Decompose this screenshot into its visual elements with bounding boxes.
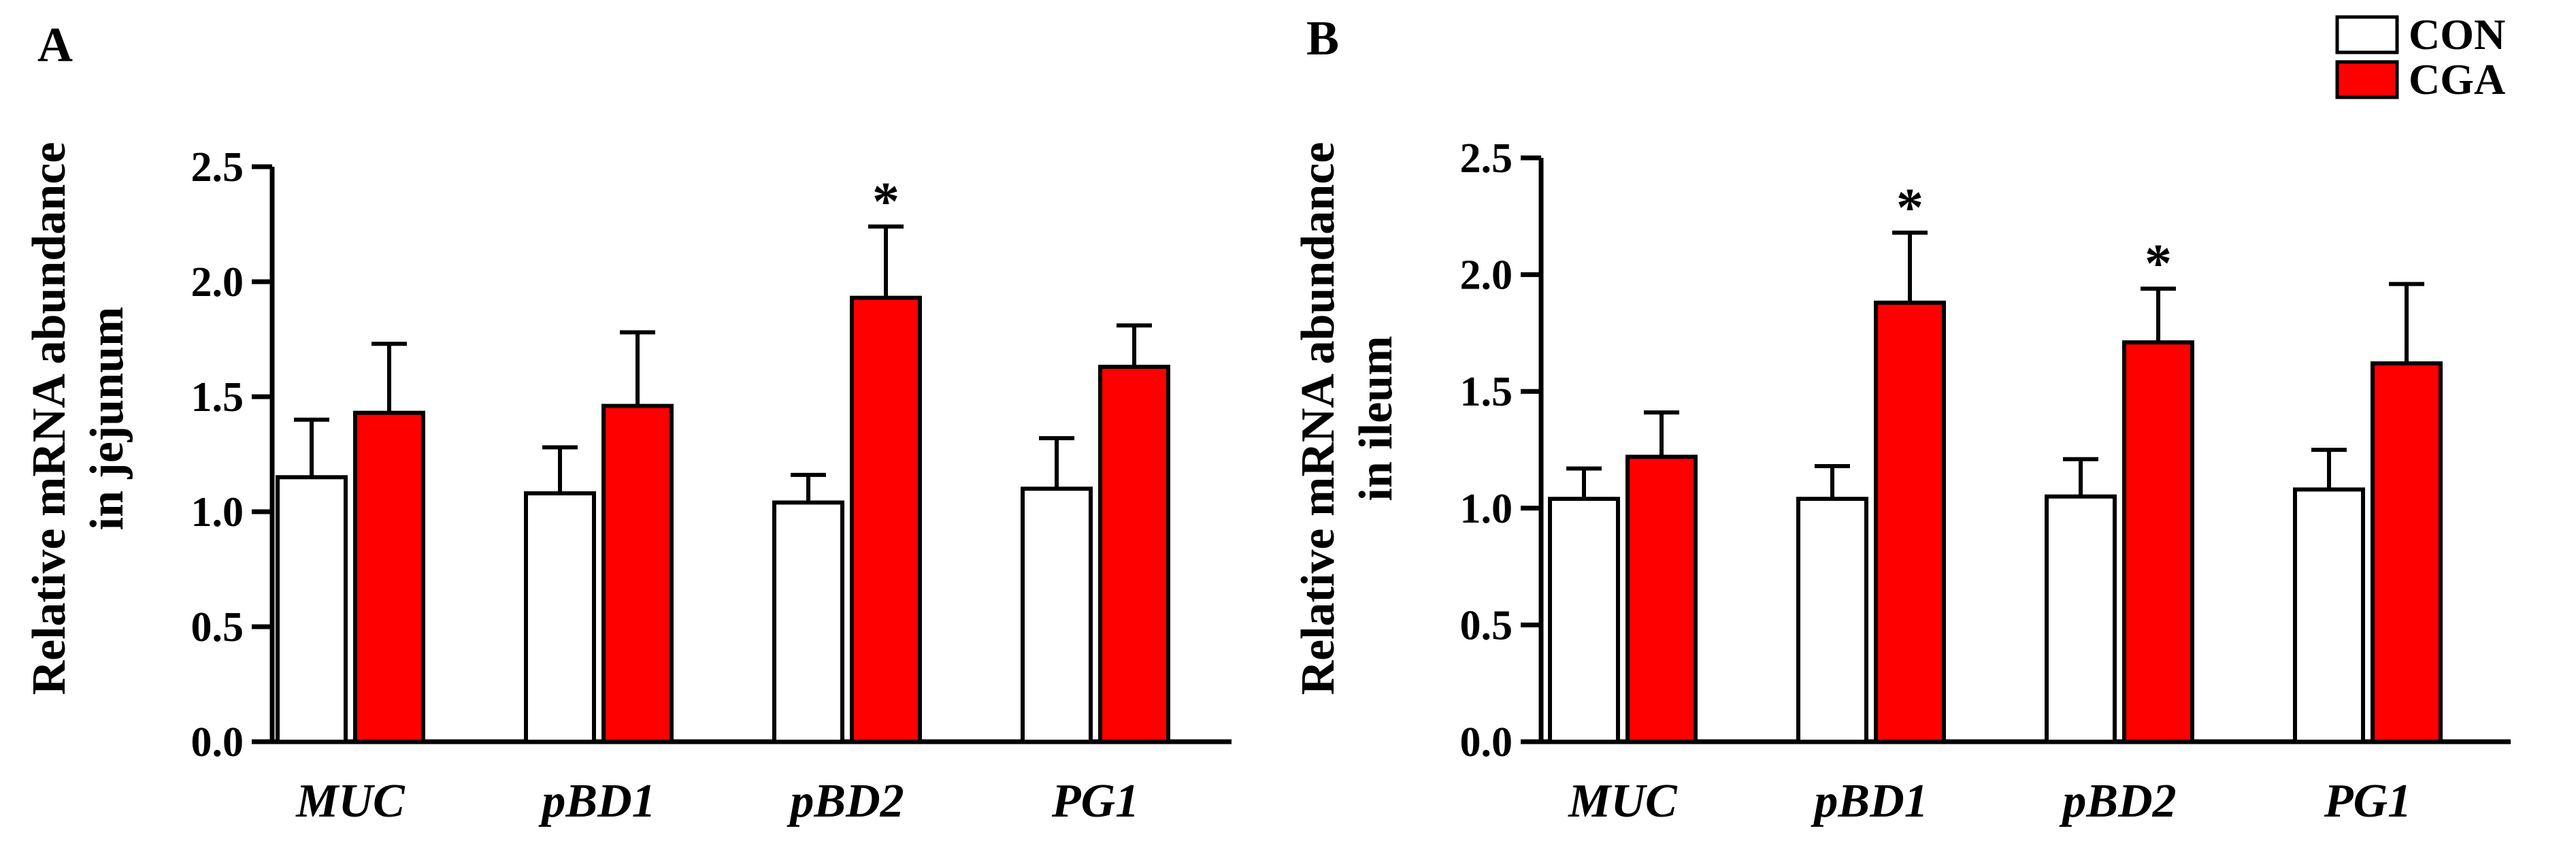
bar-cga-muc [353, 410, 425, 744]
y-axis-title-line2: in jejunum [81, 307, 133, 531]
x-tick-label: PG1 [2324, 775, 2411, 827]
significance-marker: * [2145, 234, 2172, 294]
y-tick-label: 2.0 [191, 259, 244, 306]
panel-label-a: A [37, 18, 73, 72]
bar-cga-pbd1 [1874, 300, 1946, 744]
legend: CON CGA [2335, 10, 2505, 103]
bar-cga-pg1 [2371, 361, 2443, 744]
y-tick-label: 0.5 [191, 604, 244, 651]
y-tick-label: 1.5 [191, 374, 244, 421]
bar-cga-pbd2 [2122, 340, 2194, 744]
bar-con-pg1 [1021, 487, 1093, 744]
y-tick-label: 2.0 [1460, 252, 1513, 299]
y-axis-title-line2: in ileum [1350, 335, 1402, 501]
y-axis-title-b: Relative mRNA abundance in ileum [1292, 142, 1402, 695]
bar-con-muc [276, 475, 348, 744]
bar-con-pbd1 [1796, 497, 1868, 744]
panel-a: A Relative mRNA abundance in jejunum 0.0… [23, 18, 1232, 827]
legend-swatch-con [2335, 15, 2399, 54]
x-tick-label: PG1 [1051, 775, 1139, 827]
bar-cga-pbd2 [850, 295, 922, 744]
panel-label-b: B [1306, 11, 1339, 65]
x-tick-label: pBD1 [1811, 775, 1928, 827]
bar-con-pbd2 [772, 500, 844, 744]
panel-b: B Relative mRNA abundance in ileum 0.0 0.… [1292, 11, 2511, 827]
x-tick-label: MUC [295, 775, 406, 827]
significance-marker: * [1896, 178, 1923, 238]
y-tick-label: 1.0 [1460, 486, 1513, 532]
x-tick-label: pBD2 [787, 775, 904, 827]
bar-cga-pbd1 [601, 404, 674, 744]
bar-cga-muc [1625, 455, 1698, 744]
bar-con-pg1 [2293, 487, 2365, 744]
legend-swatch-cga [2335, 60, 2399, 99]
y-axis-title-a: Relative mRNA abundance in jejunum [23, 142, 133, 695]
y-tick-label: 0.0 [191, 719, 244, 766]
bar-cga-pg1 [1098, 365, 1170, 744]
y-axis-title-line1: Relative mRNA abundance [1292, 142, 1344, 695]
significance-marker: * [872, 172, 899, 232]
bar-con-pbd1 [524, 491, 596, 744]
y-tick-label: 0.0 [1460, 719, 1513, 766]
bar-con-muc [1548, 497, 1620, 744]
bar-con-pbd2 [2045, 494, 2117, 744]
y-tick-label: 1.0 [191, 489, 244, 536]
x-tick-label: pBD2 [2059, 775, 2176, 827]
y-tick-label: 1.5 [1460, 369, 1513, 415]
y-tick-label: 2.5 [1460, 135, 1513, 182]
y-axis-title-line1: Relative mRNA abundance [23, 142, 76, 695]
x-tick-label: pBD1 [538, 775, 655, 827]
y-tick-label: 2.5 [191, 144, 244, 191]
x-tick-label: MUC [1568, 775, 1678, 827]
legend-label-con: CON [2409, 10, 2505, 59]
y-tick-label: 0.5 [1460, 602, 1513, 648]
legend-label-cga: CGA [2409, 55, 2505, 103]
